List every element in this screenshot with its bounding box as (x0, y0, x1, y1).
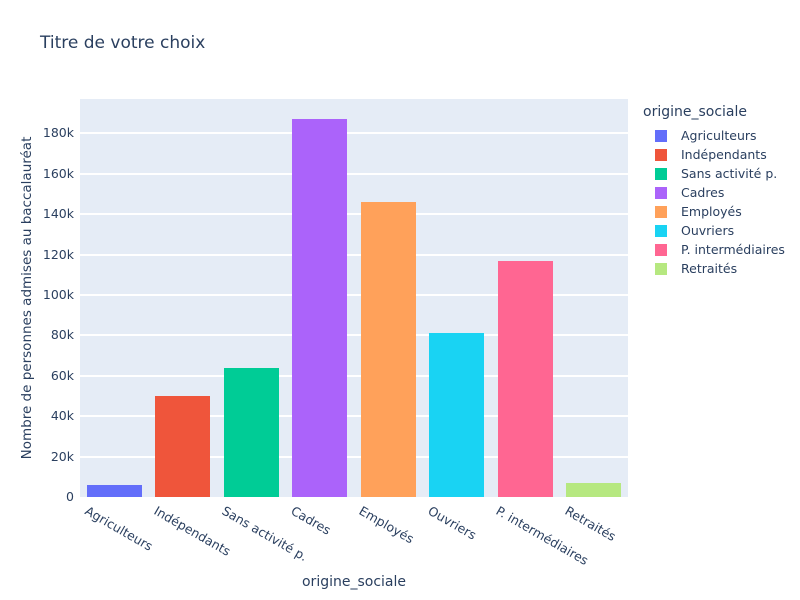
legend-swatch-icon (655, 129, 667, 142)
y-tick-120k: 120k (42, 246, 74, 262)
y-tick-20k: 20k (50, 448, 74, 464)
legend-swatch-icon (655, 167, 667, 180)
legend-item-label: Ouvriers (681, 223, 735, 238)
bar-cadres[interactable] (292, 119, 348, 497)
legend-title: origine_sociale (643, 104, 748, 120)
x-tick-agriculteurs: Agriculteurs (82, 503, 156, 554)
y-tick-140k: 140k (42, 206, 74, 222)
legend: origine_sociale Agriculteurs Indépendants… (643, 104, 785, 278)
legend-item-label: Retraités (681, 261, 738, 276)
legend-item-label: Employés (681, 204, 742, 219)
legend-swatch-icon (655, 262, 667, 275)
gridline-160k (80, 172, 628, 175)
legend-item-cadres[interactable]: Cadres (643, 183, 785, 202)
x-tick-ouvriers: Ouvriers (425, 503, 479, 543)
y-tick-160k: 160k (42, 165, 74, 181)
legend-swatch-icon (655, 148, 667, 161)
gridline-60k (80, 374, 628, 377)
gridline-20k (80, 455, 628, 458)
legend-item-label: Cadres (681, 185, 725, 200)
gridline-80k (80, 334, 628, 337)
bar-p-interm-diaires[interactable] (497, 260, 553, 497)
gridline-40k (80, 415, 628, 418)
bar-ind-pendants[interactable] (155, 396, 211, 497)
bar-agriculteurs[interactable] (86, 484, 142, 497)
gridline-180k (80, 132, 628, 135)
legend-swatch-icon (655, 205, 667, 218)
legend-swatch-icon (655, 224, 667, 237)
x-tick-cadres: Cadres (288, 503, 334, 538)
y-tick-60k: 60k (50, 367, 74, 383)
legend-item-employ-s[interactable]: Employés (643, 202, 785, 221)
legend-item-agriculteurs[interactable]: Agriculteurs (643, 126, 785, 145)
legend-swatch-icon (655, 186, 667, 199)
legend-item-label: Sans activité p. (681, 166, 778, 181)
legend-swatch-icon (655, 243, 667, 256)
legend-item-ind-pendants[interactable]: Indépendants (643, 145, 785, 164)
bar-employ-s[interactable] (360, 202, 416, 497)
chart-title: Titre de votre choix (40, 33, 206, 53)
y-tick-40k: 40k (50, 408, 74, 424)
x-tick-employ-s: Employés (356, 503, 417, 547)
x-tick-retrait-s: Retraités (562, 503, 619, 545)
plot-area (80, 99, 628, 497)
y-tick-80k: 80k (50, 327, 74, 343)
legend-item-label: Indépendants (681, 147, 767, 162)
legend-item-sans-activit-p-[interactable]: Sans activité p. (643, 164, 785, 183)
legend-item-retrait-s[interactable]: Retraités (643, 259, 785, 278)
gridline-140k (80, 213, 628, 216)
legend-items: Agriculteurs Indépendants Sans activité p.… (643, 126, 785, 278)
y-tick-100k: 100k (42, 286, 74, 302)
legend-item-label: P. intermédiaires (681, 242, 785, 257)
x-axis-title: origine_sociale (301, 574, 407, 590)
bar-retrait-s[interactable] (566, 482, 622, 497)
y-tick-180k: 180k (42, 125, 74, 141)
y-tick-0: 0 (66, 489, 74, 504)
bar-ouvriers[interactable] (429, 333, 485, 497)
bar-sans-activit-p-[interactable] (223, 367, 279, 497)
gridline-100k (80, 293, 628, 296)
legend-item-p-interm-diaires[interactable]: P. intermédiaires (643, 240, 785, 259)
legend-item-ouvriers[interactable]: Ouvriers (643, 221, 785, 240)
legend-item-label: Agriculteurs (681, 128, 757, 143)
gridline-120k (80, 253, 628, 256)
